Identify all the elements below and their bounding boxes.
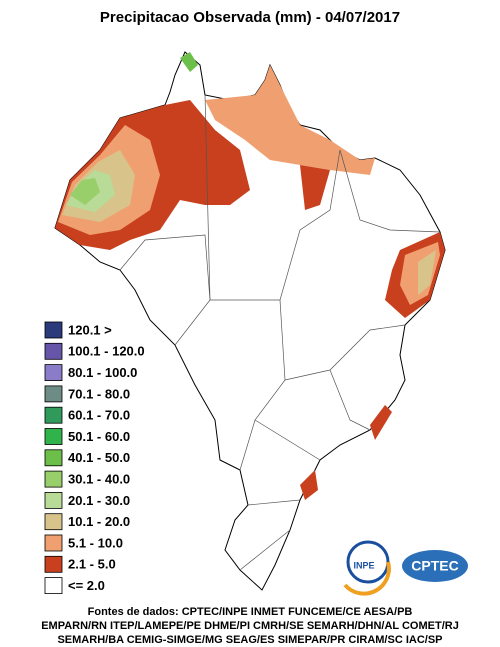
inpe-logo-text: INPE <box>353 560 374 570</box>
legend-swatch <box>44 321 63 339</box>
legend-label: 80.1 - 100.0 <box>68 365 137 380</box>
legend-swatch <box>44 342 63 360</box>
legend-swatch <box>44 534 63 552</box>
legend-swatch <box>44 428 63 445</box>
rain-area <box>70 178 100 205</box>
state-borders <box>119 94 441 571</box>
source-line: SEMARH/BA CEMIG-SIMGE/MG SEAG/ES SIMEPAR… <box>57 634 442 646</box>
source-line: EMPARN/RN ITEP/LAMEPE/PE DHME/PI CMRH/SE… <box>41 620 459 632</box>
legend-swatch <box>44 470 63 488</box>
legend-label: 60.1 - 70.0 <box>68 408 130 423</box>
source-line: Fontes de dados: CPTEC/INPE INMET FUNCEM… <box>88 606 413 618</box>
legend-label: 50.1 - 60.0 <box>68 429 130 444</box>
legend-swatch <box>44 406 63 424</box>
legend: 120.1 > 100.1 - 120.0 80.1 - 100.0 70.1 - 8… <box>44 321 145 594</box>
rain-area <box>180 52 198 72</box>
rain-area <box>370 405 392 440</box>
legend-label: 5.1 - 10.0 <box>68 535 123 550</box>
sources: Fontes de dados: CPTEC/INPE INMET FUNCEM… <box>41 606 459 646</box>
legend-swatch <box>44 491 63 509</box>
cptec-logo-shape <box>402 550 468 582</box>
legend-label: 70.1 - 80.0 <box>68 386 130 401</box>
legend-swatch <box>44 385 63 403</box>
logos: INPE CPTEC <box>343 540 468 596</box>
brazil-map <box>54 51 446 591</box>
rain-area <box>300 470 318 500</box>
legend-label: 20.1 - 30.0 <box>68 493 130 508</box>
logo-arc <box>343 561 391 596</box>
legend-swatch <box>44 513 63 531</box>
legend-label: 2.1 - 5.0 <box>68 557 116 572</box>
legend-label: 40.1 - 50.0 <box>68 450 130 465</box>
legend-label: 30.1 - 40.0 <box>68 472 130 487</box>
legend-label: <= 2.0 <box>68 578 105 593</box>
legend-label: 10.1 - 20.0 <box>68 514 130 529</box>
legend-label: 120.1 > <box>68 322 112 337</box>
legend-label: 100.1 - 120.0 <box>68 344 145 359</box>
rain-area <box>205 65 375 175</box>
legend-swatch <box>44 555 63 573</box>
rain-area <box>300 165 330 210</box>
rain-area <box>418 250 436 295</box>
legend-swatch <box>44 577 63 594</box>
legend-swatch <box>44 449 63 467</box>
cptec-logo-text: CPTEC <box>411 558 458 574</box>
title: Precipitacao Observada (mm) - 04/07/2017 <box>100 9 400 26</box>
legend-swatch <box>44 364 63 382</box>
